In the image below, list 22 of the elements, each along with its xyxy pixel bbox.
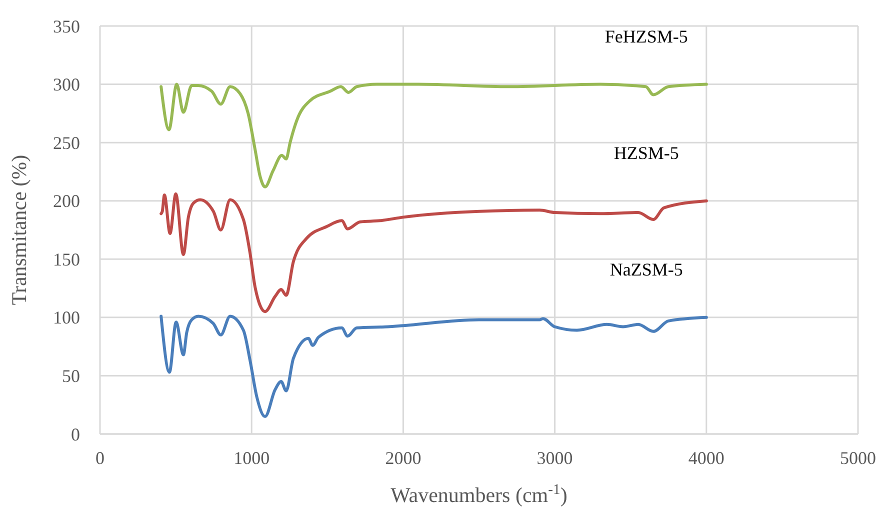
x-tick-label: 3000 [536, 448, 573, 468]
y-axis-title: Transmitance (%) [7, 154, 31, 306]
text: NaZSM-5 [610, 259, 683, 280]
x-tick-label: 2000 [385, 448, 422, 468]
text: FeHZSM-5 [604, 26, 688, 46]
line-series [160, 192, 708, 314]
y-tick-label: 150 [53, 249, 80, 270]
y-tick-label: 100 [53, 308, 80, 328]
text: HZSM-5 [614, 142, 679, 163]
y-tick-label: 0 [71, 424, 80, 444]
y-tick-label: 50 [62, 366, 80, 386]
line-series [160, 314, 708, 418]
y-tick-label: 350 [53, 16, 80, 36]
y-tick-label: 200 [53, 191, 80, 212]
x-axis-title: Wavenumbers (cm$^{-1}$) [390, 482, 568, 507]
line-series [160, 82, 708, 188]
x-tick-label: 5000 [840, 448, 876, 468]
x-tick-label: 1000 [234, 448, 270, 468]
y-tick-label: 250 [53, 132, 80, 153]
x-tick-label: 0 [96, 448, 104, 468]
x-tick-label: 4000 [688, 448, 724, 468]
y-tick-label: 300 [53, 74, 80, 95]
